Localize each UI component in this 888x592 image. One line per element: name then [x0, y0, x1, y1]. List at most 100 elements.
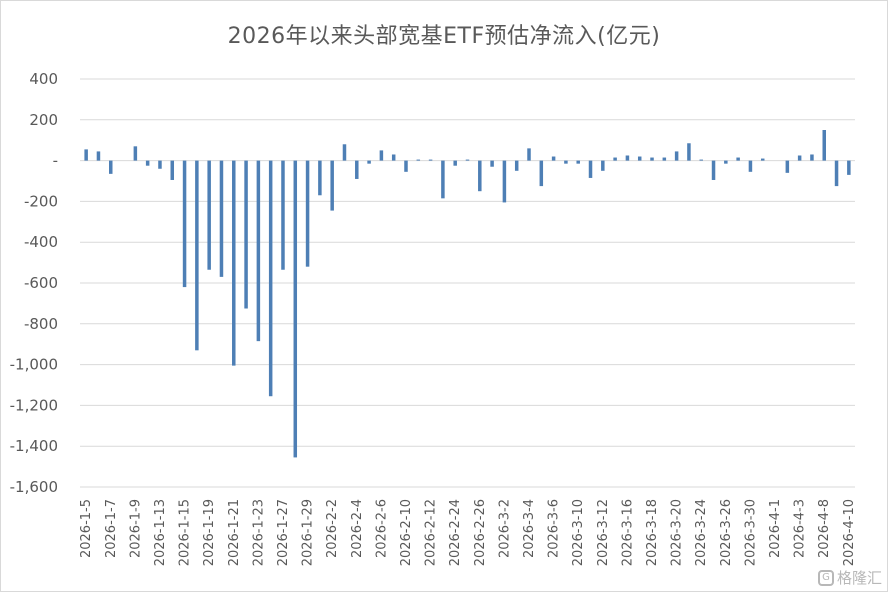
x-tick-label: 2026-3-2	[497, 499, 512, 558]
bar	[391, 154, 396, 161]
bar	[170, 160, 175, 180]
x-tick-label: 2026-2-24	[448, 499, 463, 566]
y-tick-label: -	[53, 152, 58, 170]
y-tick-label: -400	[24, 233, 58, 251]
bar	[613, 157, 617, 161]
watermark-logo-icon: G	[817, 569, 834, 586]
x-tick-label: 2026-1-13	[153, 499, 168, 566]
x-tick-label: 2026-4-1	[768, 499, 783, 558]
bar	[96, 151, 101, 161]
bar	[453, 160, 457, 166]
x-tick-label: 2026-3-24	[694, 499, 709, 566]
y-tick-label: -1,200	[10, 396, 58, 414]
bar	[687, 143, 691, 161]
x-tick-label: 2026-3-18	[645, 499, 660, 566]
bar	[207, 160, 211, 270]
bar	[305, 160, 310, 267]
y-tick-label: -800	[24, 315, 58, 333]
y-tick-label: -600	[24, 274, 58, 292]
x-tick-label: 2026-3-4	[522, 499, 537, 558]
bar	[527, 148, 531, 161]
bar	[490, 160, 494, 167]
chart-title: 2026年以来头部宽基ETF预估净流入(亿元)	[227, 24, 661, 49]
bar	[576, 160, 580, 164]
y-tick-label: -1,400	[10, 437, 58, 455]
bar	[232, 160, 236, 366]
bar	[367, 160, 371, 164]
bar	[84, 149, 88, 161]
watermark: G 格隆汇	[817, 567, 882, 588]
bar	[625, 155, 630, 161]
x-tick-label: 2026-3-12	[596, 499, 611, 566]
bar	[539, 160, 544, 187]
bar	[133, 146, 138, 161]
bar	[736, 157, 740, 161]
x-tick-label: 2026-1-29	[301, 499, 316, 566]
bar	[293, 160, 298, 458]
bar	[182, 160, 187, 288]
x-tick-label: 2026-1-27	[276, 499, 291, 566]
bar	[588, 160, 593, 178]
bar	[650, 157, 654, 161]
bar	[281, 160, 285, 270]
x-tick-label: 2026-2-10	[399, 499, 414, 566]
x-tick-label: 2026-4-10	[842, 499, 857, 566]
bar	[514, 160, 519, 171]
bar	[145, 160, 150, 166]
bar	[342, 144, 347, 161]
x-tick-label: 2026-1-19	[202, 499, 217, 566]
bar	[502, 160, 507, 203]
x-tick-label: 2026-4-8	[817, 499, 832, 558]
bar	[428, 159, 433, 161]
bar	[256, 160, 261, 342]
bar	[465, 159, 470, 161]
bar	[699, 159, 703, 161]
x-tick-label: 2026-1-21	[227, 499, 242, 566]
x-tick-label: 2026-2-2	[325, 499, 340, 558]
bar	[810, 154, 814, 161]
bar	[847, 160, 851, 175]
x-tick-label: 2026-1-7	[104, 499, 119, 558]
x-tick-label: 2026-1-23	[251, 499, 266, 566]
y-tick-label: 400	[29, 70, 58, 88]
bar	[244, 160, 248, 309]
bar	[219, 160, 224, 277]
bar	[564, 160, 568, 164]
bar	[355, 160, 359, 179]
x-tick-label: 2026-3-30	[743, 499, 758, 566]
bar	[662, 157, 667, 161]
x-tick-label: 2026-2-26	[473, 499, 488, 566]
bar	[822, 130, 826, 161]
bar	[551, 156, 556, 161]
x-tick-label: 2026-3-16	[620, 499, 635, 566]
bar	[195, 160, 199, 351]
x-tick-label: 2026-3-10	[571, 499, 586, 566]
bar	[379, 150, 384, 161]
bar	[158, 160, 162, 169]
bar	[711, 160, 716, 180]
bar	[478, 160, 482, 192]
x-tick-label: 2026-1-9	[128, 499, 143, 558]
bar	[748, 160, 753, 172]
x-tick-label: 2026-1-5	[79, 499, 94, 558]
bar	[109, 160, 113, 174]
bar	[724, 160, 728, 164]
y-tick-label: 200	[29, 111, 58, 129]
bar	[637, 156, 642, 161]
bar	[416, 159, 421, 161]
x-tick-label: 2026-2-6	[374, 499, 389, 558]
x-tick-label: 2026-2-4	[350, 499, 365, 558]
y-tick-label: -1,000	[10, 356, 58, 374]
watermark-text: 格隆汇	[836, 569, 882, 587]
x-tick-label: 2026-3-20	[670, 499, 685, 566]
bar	[318, 160, 322, 196]
bar	[797, 155, 802, 161]
bar	[330, 160, 334, 211]
x-tick-label: 2026-4-3	[793, 499, 808, 558]
bar	[785, 160, 790, 173]
x-tick-label: 2026-2-12	[424, 499, 439, 566]
y-tick-label: -200	[24, 192, 58, 210]
y-tick-label: -1,600	[10, 478, 58, 496]
